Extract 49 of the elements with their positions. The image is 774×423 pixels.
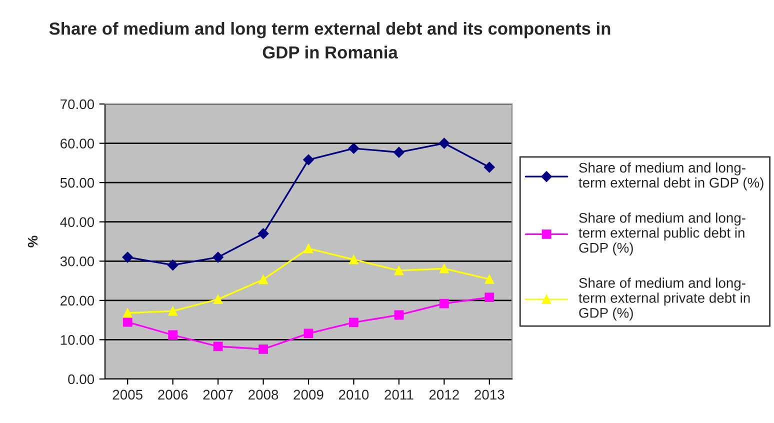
point [258, 344, 268, 354]
x-tick-label: 2005 [112, 390, 142, 400]
legend-label: Share of medium and long- term external private debt in GDP (%) [578, 278, 750, 321]
point [439, 264, 449, 274]
point [349, 254, 358, 264]
point [394, 266, 404, 276]
point [258, 228, 269, 240]
point [213, 294, 223, 304]
y-axis-title: % [28, 236, 38, 248]
y-tick-label: 40.00 [60, 217, 94, 228]
point [122, 317, 132, 327]
y-tick-label: 60.00 [60, 138, 94, 148]
x-tick-label: 2008 [248, 390, 278, 400]
point [258, 274, 268, 284]
x-tick-label: 2010 [338, 390, 369, 400]
point [303, 154, 314, 166]
point [304, 244, 314, 254]
y-tick-label: 50.00 [60, 178, 94, 188]
y-tick-label: 0.00 [68, 374, 94, 384]
point [168, 330, 178, 340]
point [394, 310, 404, 320]
point [438, 138, 450, 149]
point [212, 252, 224, 263]
x-tick-label: 2013 [474, 390, 504, 400]
point [348, 142, 360, 154]
point [439, 298, 449, 308]
chart-title: Share of medium and long term external debt and its components in GDP in Romania [49, 22, 610, 59]
point [304, 328, 314, 338]
y-tick-label: 30.00 [60, 256, 94, 266]
point [484, 292, 494, 302]
point [394, 146, 404, 158]
x-tick-label: 2009 [294, 390, 324, 400]
point [168, 306, 178, 316]
x-tick-label: 2012 [429, 390, 459, 400]
point [122, 252, 134, 263]
point [122, 308, 132, 318]
point [484, 274, 494, 284]
legend-label: Share of medium and long- term external debt in GDP (%) [578, 162, 764, 190]
point [349, 318, 358, 328]
x-tick-label: 2007 [203, 390, 233, 400]
point [484, 162, 495, 173]
y-tick-label: 20.00 [60, 296, 94, 306]
legend-label: Share of medium and long- term external public debt in GDP (%) [578, 212, 746, 256]
x-tick-label: 2011 [384, 390, 414, 400]
point [213, 342, 223, 352]
x-tick-label: 2006 [158, 390, 188, 400]
point [167, 260, 178, 270]
y-tick-label: 10.00 [60, 335, 94, 345]
y-tick-label: 70.00 [60, 99, 94, 110]
